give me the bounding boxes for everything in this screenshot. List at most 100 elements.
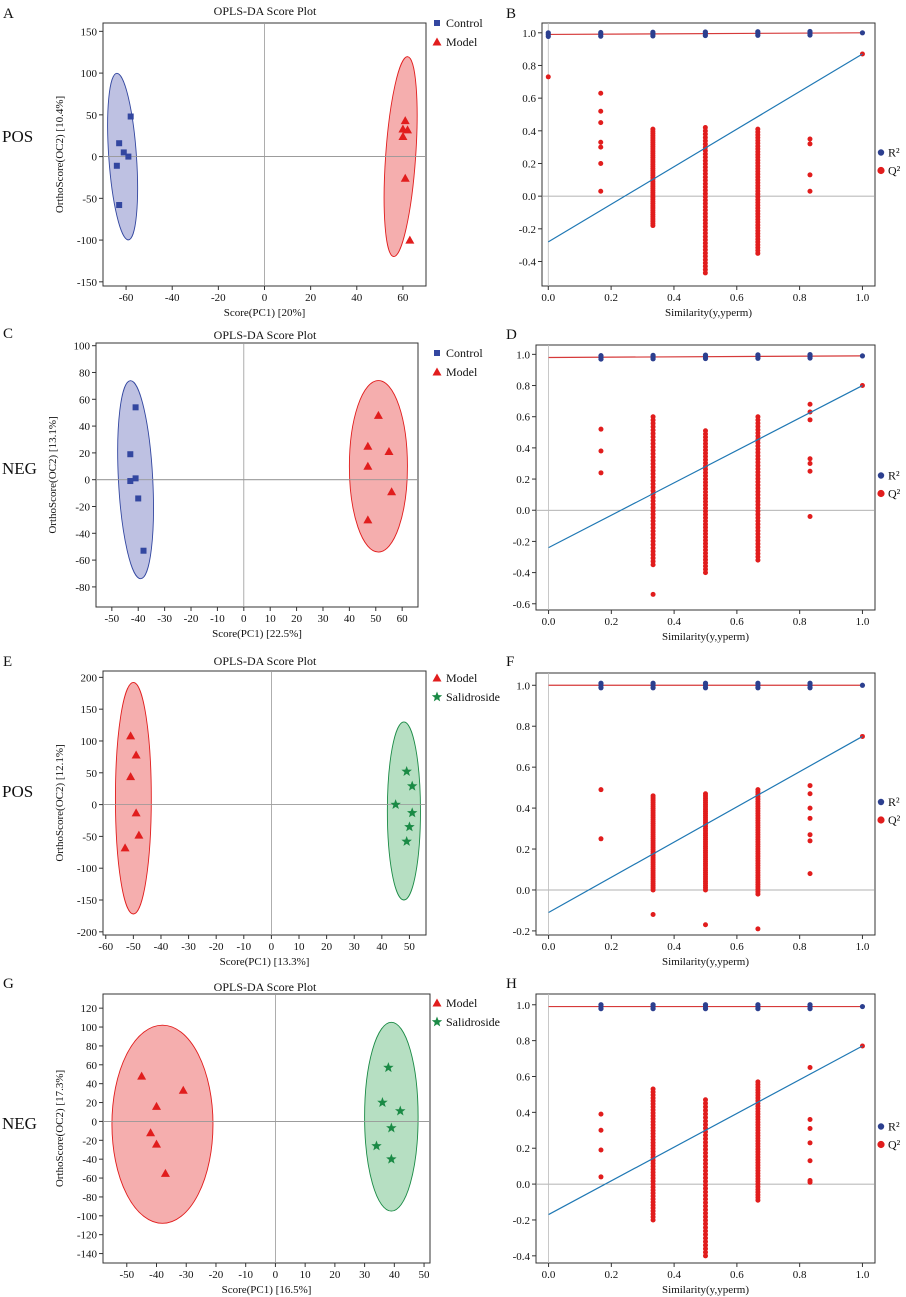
legend-label-f-q2: Q² bbox=[888, 813, 901, 827]
r2-point-f bbox=[702, 680, 709, 686]
q2-point-h bbox=[703, 1104, 708, 1110]
x-tick-label-g: -50 bbox=[119, 1269, 134, 1281]
r2-point-b bbox=[545, 33, 551, 39]
x-tick-label-b: 0.2 bbox=[604, 292, 618, 304]
q2-point-h bbox=[703, 1189, 708, 1195]
x-tick-label-b: 0.4 bbox=[667, 292, 681, 304]
y-tick-label-g: 100 bbox=[81, 1022, 98, 1034]
x-tick-label-c: -20 bbox=[184, 613, 199, 625]
q2-point-b bbox=[702, 125, 708, 131]
y-tick-label-c: -40 bbox=[75, 528, 90, 540]
legend-marker-h-r2 bbox=[877, 1123, 885, 1130]
q2-point-b bbox=[598, 144, 604, 150]
y-tick-label-d: 0.4 bbox=[516, 443, 530, 455]
q2-point-h bbox=[703, 1249, 708, 1255]
data-point-e-salidroside bbox=[390, 799, 401, 809]
r2-point-h bbox=[650, 1002, 656, 1008]
r2-point-b bbox=[545, 30, 551, 36]
y-tick-label-b: -0.4 bbox=[519, 256, 537, 268]
r2-point-d bbox=[598, 353, 604, 359]
data-point-c-model bbox=[363, 461, 373, 470]
q2-point-d bbox=[807, 456, 813, 462]
q2-point-h bbox=[598, 1111, 604, 1117]
q2-point-h bbox=[703, 1132, 708, 1138]
x-tick-label-e: -50 bbox=[126, 941, 141, 953]
q2-point-h bbox=[703, 1111, 708, 1117]
q2-point-f bbox=[703, 791, 708, 797]
y-axis-label-g: OrthoScore(OC2) [17.3%] bbox=[54, 1070, 66, 1187]
q2-point-h bbox=[703, 1100, 708, 1106]
panel-d: D 0.0 0.2 0.4 0.6 0.8 1.0 -0.6 -0.4 -0.2 0.0 0.2 0.4… bbox=[506, 327, 901, 643]
r2-point-f bbox=[598, 685, 604, 691]
x-tick-label-a: 60 bbox=[397, 292, 409, 304]
data-point-e-model bbox=[134, 830, 144, 839]
q2-point-h bbox=[703, 1136, 708, 1142]
r2-point-d bbox=[807, 352, 813, 358]
y-tick-label-h: 1.0 bbox=[516, 1000, 530, 1012]
q2-point-f bbox=[807, 832, 813, 838]
y-tick-label-a: 150 bbox=[81, 26, 98, 38]
data-point-e-salidroside bbox=[404, 821, 415, 832]
legend-label-h-r2: R² bbox=[888, 1120, 900, 1134]
q2-point-h bbox=[703, 1221, 708, 1227]
x-tick-label-h: 1.0 bbox=[856, 1269, 870, 1281]
y-tick-label-b: 0.8 bbox=[522, 60, 536, 72]
y-tick-label-b: 0.2 bbox=[522, 158, 536, 170]
q2-point-b bbox=[755, 126, 761, 132]
data-point-a-control bbox=[120, 149, 127, 156]
r2-point-f bbox=[755, 680, 761, 686]
q2-point-f bbox=[598, 787, 604, 793]
x-axis-label-a: Score(PC1) [20%] bbox=[224, 307, 306, 319]
data-point-g-salidroside bbox=[371, 1140, 382, 1151]
y-tick-label-f: 0.0 bbox=[516, 885, 530, 897]
y-tick-label-g: -120 bbox=[77, 1230, 98, 1242]
y-tick-label-h: 0.8 bbox=[516, 1036, 530, 1048]
q2-point-h bbox=[703, 1207, 708, 1213]
q2-point-h bbox=[807, 1065, 813, 1071]
q2-point-h bbox=[703, 1217, 708, 1223]
q2-point-h bbox=[703, 1214, 708, 1220]
r2-point-d bbox=[859, 353, 866, 359]
y-tick-label-b: 0.4 bbox=[522, 126, 536, 138]
legend-marker-g-salidroside bbox=[431, 1016, 443, 1027]
y-tick-label-b: 0.0 bbox=[522, 191, 536, 203]
plot-frame-h bbox=[535, 993, 876, 1264]
data-point-e-model bbox=[126, 731, 136, 740]
x-tick-label-h: 0.4 bbox=[667, 1269, 681, 1281]
y-tick-label-a: 0 bbox=[92, 152, 98, 164]
y-tick-label-c: 100 bbox=[74, 341, 91, 353]
q2-point-h bbox=[703, 1224, 708, 1230]
x-tick-label-c: 10 bbox=[265, 613, 277, 625]
x-tick-label-g: -30 bbox=[179, 1269, 194, 1281]
q2-point-h bbox=[703, 1178, 708, 1184]
q2-point-h bbox=[703, 1242, 708, 1248]
data-point-e-model bbox=[131, 808, 141, 817]
plot-frame-e bbox=[102, 670, 427, 936]
legend-marker-e-model bbox=[432, 673, 442, 682]
q2-point-h bbox=[807, 1140, 813, 1146]
plot-title-e: OPLS-DA Score Plot bbox=[214, 654, 317, 668]
x-axis-label-f: Similarity(y,yperm) bbox=[662, 956, 749, 968]
r2-point-b bbox=[650, 33, 656, 39]
legend-marker-c-model bbox=[432, 367, 442, 376]
y-tick-label-e: -50 bbox=[82, 831, 97, 843]
panel-letter-h: H bbox=[506, 976, 517, 992]
legend-label-d-r2: R² bbox=[888, 469, 900, 483]
y-tick-label-h: -0.2 bbox=[513, 1215, 530, 1227]
y-tick-label-g: -100 bbox=[77, 1211, 98, 1223]
q2-point-h bbox=[703, 1146, 708, 1152]
y-tick-label-g: -60 bbox=[82, 1173, 97, 1185]
legend-marker-a-model bbox=[432, 37, 442, 46]
x-tick-label-d: 0.8 bbox=[793, 616, 807, 628]
y-tick-label-a: -100 bbox=[77, 235, 98, 247]
q2-point-h bbox=[703, 1253, 708, 1259]
r2-point-b bbox=[702, 29, 708, 35]
q2-point-h bbox=[703, 1164, 708, 1170]
y-tick-label-f: 0.2 bbox=[516, 844, 530, 856]
x-tick-label-f: 0.4 bbox=[667, 941, 681, 953]
y-axis-label-e: OrthoScore(OC2) [12.1%] bbox=[54, 744, 66, 861]
q2-regression-line-d bbox=[548, 384, 863, 549]
x-tick-label-e: -60 bbox=[98, 941, 113, 953]
plot-title-a: OPLS-DA Score Plot bbox=[214, 4, 317, 18]
